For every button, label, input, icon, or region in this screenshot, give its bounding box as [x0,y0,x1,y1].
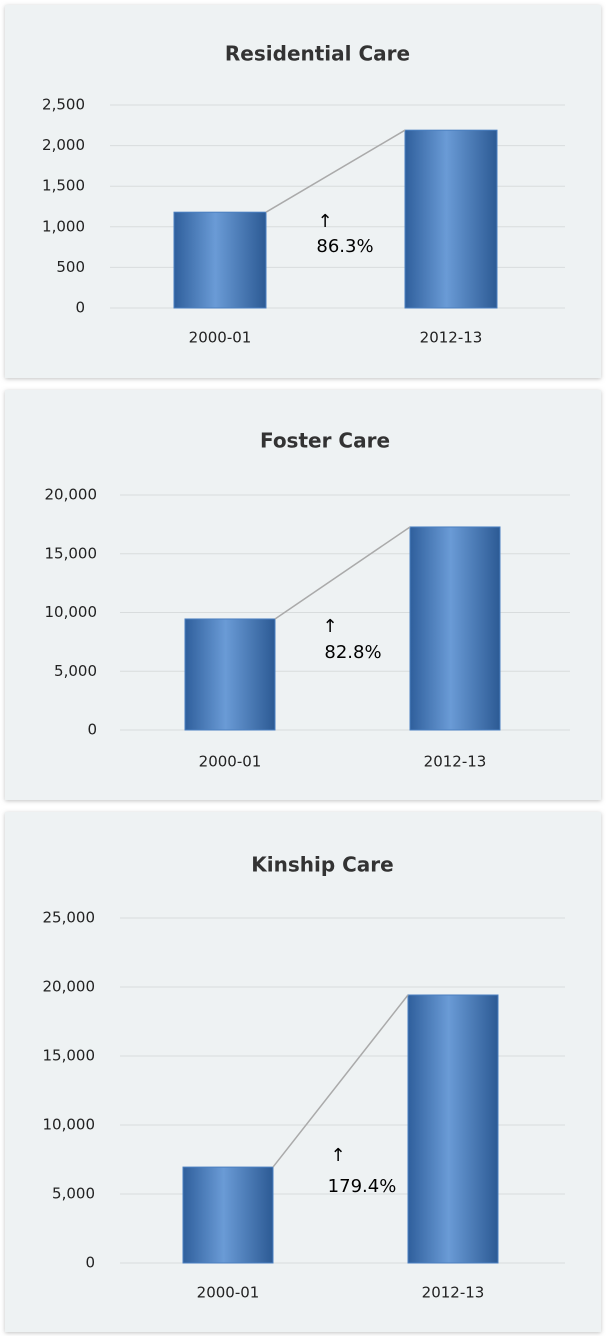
bar [407,994,499,1264]
annotation: 82.8% [324,642,381,663]
panel [5,5,601,378]
y-tick-label: 25,000 [43,909,96,927]
y-tick-label: 15,000 [43,1047,96,1065]
annotation-arrow: ↑ [330,1145,345,1166]
bar [184,618,276,731]
bar [173,211,267,309]
annotation: 86.3% [316,236,373,257]
y-tick-label: 2,500 [42,96,85,114]
y-tick-label: 20,000 [43,978,96,996]
bar [404,129,498,309]
x-tick-label: 2012-13 [420,329,483,347]
x-tick-label: 2000-01 [199,753,262,771]
y-tick-label: 0 [87,721,97,739]
panel [5,812,601,1332]
x-tick-label: 2000-01 [197,1284,260,1302]
y-tick-label: 1,000 [42,217,85,235]
bar [409,526,501,731]
annotation-arrow: ↑ [317,211,332,232]
y-tick-label: 500 [56,258,85,276]
chart-title: Kinship Care [251,853,393,877]
y-tick-label: 0 [85,1254,95,1272]
connector-line [265,129,406,213]
annotation: 179.4% [328,1176,397,1197]
y-tick-label: 0 [75,299,85,317]
annotation-arrow: ↑ [322,616,337,637]
y-tick-label: 5,000 [52,1185,95,1203]
y-tick-label: 10,000 [45,603,98,621]
connector-line [274,526,411,620]
y-tick-label: 20,000 [45,486,98,504]
x-tick-label: 2012-13 [424,753,487,771]
x-tick-label: 2012-13 [422,1284,485,1302]
chart-title: Residential Care [225,42,410,66]
connector-line [272,994,409,1168]
x-tick-label: 2000-01 [189,329,252,347]
y-tick-label: 5,000 [54,662,97,680]
panel [5,390,601,800]
y-tick-label: 15,000 [45,544,98,562]
y-tick-label: 1,500 [42,177,85,195]
chart-title: Foster Care [260,429,390,453]
y-tick-label: 10,000 [43,1116,96,1134]
bar [182,1166,274,1264]
y-tick-label: 2,000 [42,136,85,154]
